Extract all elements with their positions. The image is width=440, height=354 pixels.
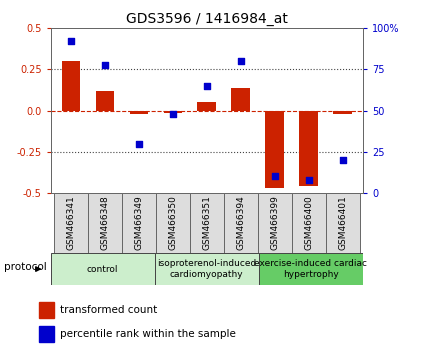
Text: GSM466351: GSM466351 [202,195,211,251]
Bar [62,61,81,111]
Point [339,157,346,163]
Bar [39,326,54,342]
Text: GSM466394: GSM466394 [236,196,245,250]
Text: protocol: protocol [4,262,47,273]
Bar [265,111,284,188]
Bar [258,193,292,253]
Bar [51,253,155,285]
Bar [231,87,250,111]
Bar [155,253,259,285]
Bar [54,193,88,253]
Text: GSM466400: GSM466400 [304,196,313,250]
Bar [95,91,114,111]
Point [203,83,210,89]
Bar [299,111,318,186]
Bar [122,193,156,253]
Text: control: control [87,264,118,274]
Text: GSM466348: GSM466348 [100,196,110,250]
Point [101,62,108,67]
Bar [198,102,216,111]
Bar [39,302,54,318]
Text: GSM466350: GSM466350 [169,195,177,251]
Point [136,141,143,147]
Bar [129,111,148,114]
Text: percentile rank within the sample: percentile rank within the sample [60,329,236,339]
Text: exercise-induced cardiac
hypertrophy: exercise-induced cardiac hypertrophy [254,259,367,279]
Title: GDS3596 / 1416984_at: GDS3596 / 1416984_at [126,12,288,26]
Bar [190,193,224,253]
Bar [259,253,363,285]
Text: isoproterenol-induced
cardiomyopathy: isoproterenol-induced cardiomyopathy [157,259,257,279]
Point [67,39,74,44]
Bar [292,193,326,253]
Text: GSM466349: GSM466349 [134,196,143,250]
Bar [156,193,190,253]
Point [271,173,278,179]
Point [305,177,312,183]
Text: GSM466399: GSM466399 [270,195,279,251]
Bar [88,193,122,253]
Bar [326,193,359,253]
Text: transformed count: transformed count [60,305,157,315]
Bar [164,111,182,113]
Bar [333,111,352,114]
Bar [224,193,258,253]
Text: GSM466341: GSM466341 [66,196,76,250]
Point [169,111,176,117]
Point [237,58,244,64]
Text: GSM466401: GSM466401 [338,196,347,250]
